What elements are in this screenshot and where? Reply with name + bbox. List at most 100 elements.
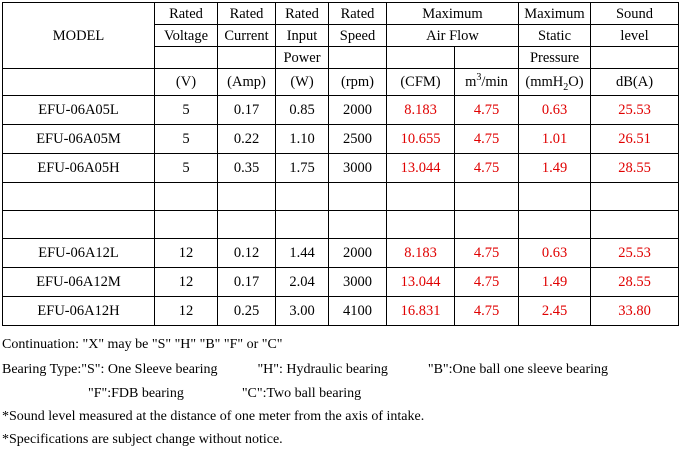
header-sound-3 [590, 46, 680, 69]
cell-cfm: 13.044 [386, 267, 455, 297]
header-power-3: Power [275, 46, 329, 69]
header-current-1: Rated [217, 2, 276, 25]
note-continuation: Continuation: "X" may be "S" "H" "B" "F"… [2, 337, 283, 352]
cell-cfm: 13.044 [386, 153, 455, 183]
header-current-2: Current [217, 24, 276, 47]
cell-power: 1.75 [275, 153, 329, 183]
cell-voltage: 5 [154, 95, 218, 125]
table-row: EFU-06A12H 12 0.25 3.00 4100 16.831 4.75 2.45 33… [2, 296, 680, 326]
cell-m3min: 4.75 [453, 124, 520, 154]
header-row-2: Voltage Current Input Speed Air Flow Sta… [3, 24, 680, 47]
header-voltage-3 [154, 46, 218, 69]
cell-current: 0.17 [217, 267, 276, 297]
header-speed-2: Speed [328, 24, 387, 47]
cell-current: 0.25 [217, 296, 276, 326]
unit-power: (W) [275, 68, 329, 96]
cell-power: 3.00 [275, 296, 329, 326]
table-row: EFU-06A05H 5 0.35 1.75 3000 13.044 4.75 1.49 28.… [2, 153, 680, 183]
note-bearing-line-2: "F":FDB bearing "C":Two ball bearing [88, 386, 361, 402]
cell-pressure: 2.45 [518, 296, 592, 326]
cell-cfm: 8.183 [386, 95, 455, 125]
unit-pressure-close: O) [568, 74, 584, 90]
cell-current: 0.35 [217, 153, 276, 183]
cell-model: EFU-06A12M [2, 267, 155, 297]
unit-m3min-base: m [465, 74, 477, 90]
unit-pressure: (mmH2O) [518, 68, 592, 96]
rows-12v: EFU-06A12L 12 0.12 1.44 2000 8.183 4.75 0.63 25.… [2, 238, 680, 326]
note-bearing-line-1: Bearing Type:"S": One Sleeve bearing "H":… [2, 362, 608, 378]
header-voltage-2: Voltage [154, 24, 218, 47]
cell-speed: 2000 [328, 95, 387, 125]
cell-pressure: 0.63 [518, 238, 592, 268]
bearing-f: "F":FDB bearing [88, 386, 184, 401]
unit-m3min-rest: /min [481, 74, 508, 90]
blank-row-2 [2, 210, 680, 239]
cell-power: 1.10 [275, 124, 329, 154]
cell-m3min: 4.75 [453, 267, 520, 297]
cell-speed: 4100 [328, 296, 387, 326]
header-row-1: MODEL Rated Rated Rated Rated Maximum Ma… [2, 2, 680, 69]
units-model-blank [2, 68, 155, 96]
cell-power: 0.85 [275, 95, 329, 125]
cell-cfm: 16.831 [386, 296, 455, 326]
cell-voltage: 5 [154, 153, 218, 183]
bearing-h: "H": Hydraulic bearing [257, 362, 388, 377]
cell-voltage: 12 [154, 267, 218, 297]
cell-pressure: 1.49 [518, 267, 592, 297]
cell-voltage: 12 [154, 238, 218, 268]
cell-voltage: 12 [154, 296, 218, 326]
cell-m3min: 4.75 [453, 95, 520, 125]
unit-m3min-sup: 3 [476, 72, 482, 84]
cell-speed: 2500 [328, 124, 387, 154]
cell-m3min: 4.75 [453, 238, 520, 268]
spec-table: MODEL Rated Rated Rated Rated Maximum Ma… [2, 2, 680, 326]
header-speed-1: Rated [328, 2, 387, 25]
cell-cfm: 8.183 [386, 238, 455, 268]
header-speed-3 [328, 46, 387, 69]
table-row: EFU-06A12M 12 0.17 2.04 3000 13.044 4.75 1.49 28… [2, 267, 680, 297]
header-current-3 [217, 46, 276, 69]
cell-current: 0.22 [217, 124, 276, 154]
cell-sound: 28.55 [590, 153, 680, 183]
unit-voltage: (V) [154, 68, 218, 96]
header-power-1: Rated [275, 2, 329, 25]
table-row: EFU-06A05L 5 0.17 0.85 2000 8.183 4.75 0.63 25.5… [2, 95, 680, 125]
cell-pressure: 1.49 [518, 153, 592, 183]
cell-m3min: 4.75 [453, 153, 520, 183]
cell-model: EFU-06A05H [2, 153, 155, 183]
blank-row-1 [2, 182, 680, 211]
header-sound-2: level [590, 24, 680, 47]
header-airflow-1: Maximum [385, 2, 520, 25]
cell-model: EFU-06A05L [2, 95, 155, 125]
cell-sound: 26.51 [590, 124, 680, 154]
header-m3-3 [453, 46, 520, 69]
header-power-2: Input [275, 24, 329, 47]
cell-sound: 25.53 [590, 238, 680, 268]
unit-current: (Amp) [217, 68, 276, 96]
table-row: EFU-06A05M 5 0.22 1.10 2500 10.655 4.75 1.01 26.… [2, 124, 680, 154]
cell-model: EFU-06A12L [2, 238, 155, 268]
header-pressure-1: Maximum [518, 2, 592, 25]
bearing-s: Bearing Type:"S": One Sleeve bearing [2, 362, 218, 377]
cell-pressure: 1.01 [518, 124, 592, 154]
cell-sound: 25.53 [590, 95, 680, 125]
units-row: (V) (Amp) (W) (rpm) (CFM) m3/min (mmH2O)… [2, 68, 680, 96]
header-pressure-3: Pressure [518, 46, 592, 69]
bearing-c: "C":Two ball bearing [241, 386, 362, 401]
cell-current: 0.17 [217, 95, 276, 125]
bearing-b: "B":One ball one sleeve bearing [427, 362, 609, 377]
header-airflow-2: Air Flow [385, 24, 520, 47]
unit-cfm: (CFM) [386, 68, 455, 96]
cell-sound: 28.55 [590, 267, 680, 297]
unit-m3min: m3/min [453, 68, 520, 96]
cell-model: EFU-06A05M [2, 124, 155, 154]
header-cfm-3 [386, 46, 455, 69]
cell-pressure: 0.63 [518, 95, 592, 125]
unit-speed: (rpm) [328, 68, 387, 96]
cell-voltage: 5 [154, 124, 218, 154]
cell-model: EFU-06A12H [2, 296, 155, 326]
cell-speed: 2000 [328, 238, 387, 268]
cell-speed: 3000 [328, 267, 387, 297]
cell-cfm: 10.655 [386, 124, 455, 154]
header-sound-1: Sound [590, 2, 680, 25]
